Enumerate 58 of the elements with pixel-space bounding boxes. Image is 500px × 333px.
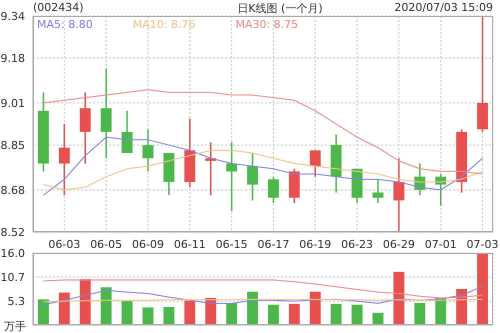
bar — [58, 292, 70, 325]
text: 2020/07/03 15:09 — [394, 1, 493, 14]
bar — [268, 304, 279, 325]
y-tick-label: 9.34 — [0, 10, 25, 23]
y-tick-label: 8.85 — [0, 138, 25, 152]
bar — [393, 272, 404, 325]
y-tick-label: 16.0 — [0, 246, 25, 260]
text: MA10: 8.76 — [132, 18, 196, 31]
text: MA30: 8.75 — [235, 18, 298, 31]
x-tick-label: 06-11 — [174, 238, 206, 251]
bar — [38, 299, 49, 325]
y-tick-label: 8.52 — [0, 226, 25, 239]
y-axis-title: 万手 — [4, 319, 26, 333]
y-tick-label: 9.18 — [0, 52, 25, 66]
line-series — [42, 286, 484, 306]
y-tick-label: 9.01 — [0, 96, 25, 110]
bar — [247, 292, 258, 325]
bar — [100, 287, 112, 325]
candlestick — [226, 142, 238, 212]
text: MA5: 8.80 — [37, 18, 93, 31]
chart-title: (002434) — [33, 1, 84, 14]
bar — [288, 304, 300, 325]
x-tick-label: 06-23 — [341, 238, 374, 251]
candlestick — [142, 128, 154, 172]
bar — [352, 304, 363, 325]
candlestick — [268, 176, 279, 204]
bar — [456, 289, 468, 325]
bar — [330, 304, 342, 325]
bar — [372, 312, 384, 325]
line-series — [42, 89, 484, 175]
bar — [184, 300, 196, 325]
candlestick — [372, 178, 384, 204]
bar — [142, 307, 154, 325]
x-tick-label: 06-15 — [216, 238, 248, 251]
candlestick — [122, 110, 133, 154]
x-tick-label: 06-29 — [382, 238, 415, 251]
x-tick-label: 06-03 — [48, 238, 80, 251]
bar — [226, 302, 238, 325]
bar — [414, 302, 426, 325]
candlestick — [80, 92, 91, 164]
x-tick-label: 06-05 — [90, 238, 122, 251]
chart-subtitle: 日K线图 (一个月) — [237, 1, 323, 16]
x-tick-label: 06-19 — [299, 238, 332, 251]
bar — [310, 292, 321, 325]
y-tick-label: 5.3 — [8, 295, 25, 308]
x-tick-label: 06-17 — [257, 238, 290, 251]
line-series — [42, 280, 484, 298]
bar — [163, 307, 174, 325]
x-tick-label: 07-01 — [424, 238, 457, 251]
bar — [477, 253, 488, 325]
x-tick-label: 06-09 — [132, 238, 164, 251]
x-tick-label: 07-03 — [466, 238, 499, 251]
bar — [122, 301, 133, 325]
line-series — [42, 150, 484, 190]
y-tick-label: 8.68 — [0, 184, 25, 197]
candlestick — [310, 150, 321, 178]
candlestick — [247, 152, 258, 202]
y-tick-label: 10.7 — [0, 270, 25, 284]
